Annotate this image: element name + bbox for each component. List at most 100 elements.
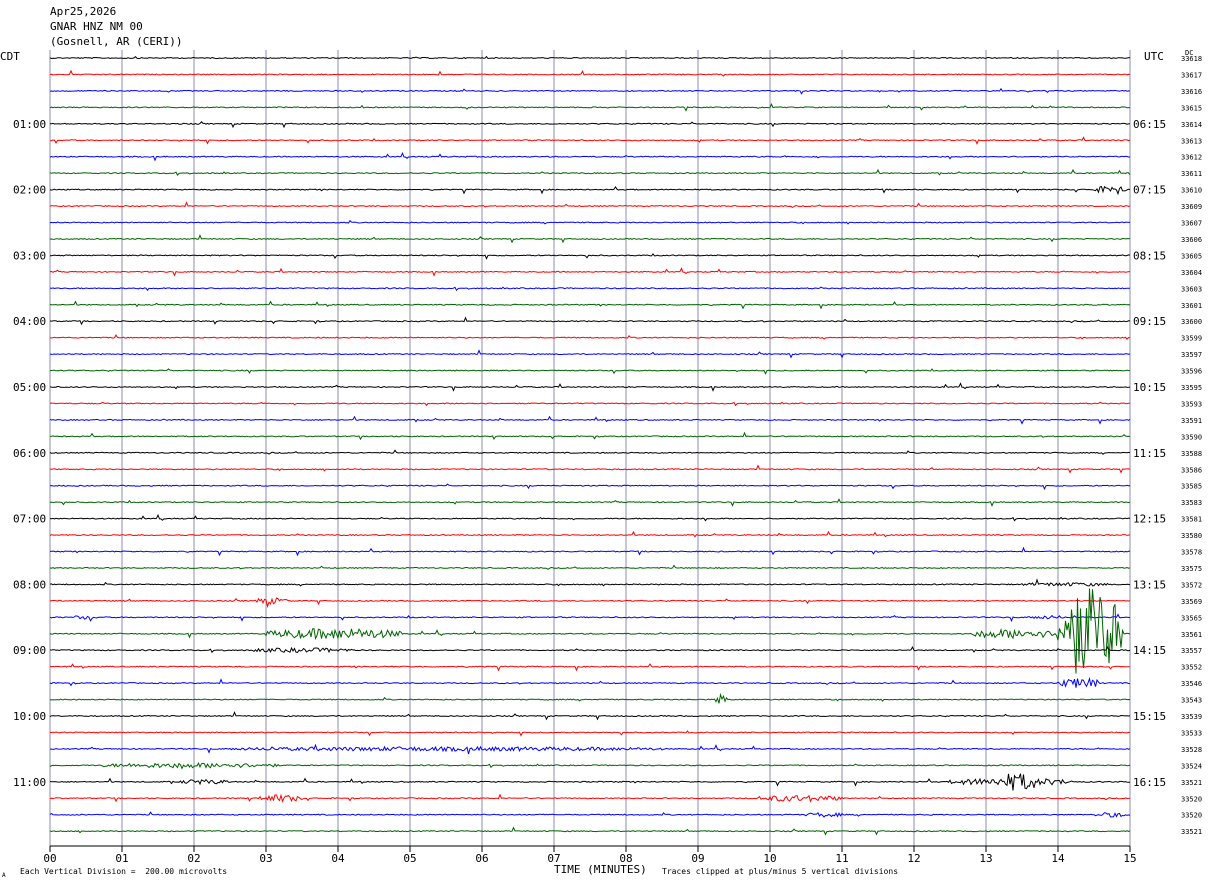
dc-offset-label: 33586 bbox=[1181, 466, 1202, 474]
dc-offset-label: 33591 bbox=[1181, 417, 1202, 425]
dc-offset-label: 33585 bbox=[1181, 483, 1202, 491]
x-tick-label: 08 bbox=[619, 852, 632, 865]
utc-hour-label: 08:15 bbox=[1133, 249, 1166, 262]
cdt-hour-label: 06:00 bbox=[13, 447, 46, 460]
x-tick-label: 06 bbox=[475, 852, 488, 865]
seismic-trace bbox=[49, 368, 1131, 375]
clip-note: Traces clipped at plus/minus 5 vertical … bbox=[662, 867, 899, 876]
seismic-trace bbox=[49, 382, 1131, 392]
scale-note: Each Vertical Division = 200.00 microvol… bbox=[20, 867, 228, 876]
x-axis-title: TIME (MINUTES) bbox=[554, 863, 647, 876]
x-tick-label: 09 bbox=[691, 852, 704, 865]
dc-offset-label: 33605 bbox=[1181, 252, 1202, 260]
x-tick-label: 05 bbox=[403, 852, 416, 865]
cdt-axis-title: CDT bbox=[0, 50, 20, 63]
cdt-hour-label: 03:00 bbox=[13, 249, 46, 262]
axis-labels: 00 01 02 03 04 05 06 07 08 09 10 11 12 13 14 15 33618 336… bbox=[13, 55, 1202, 865]
dc-offset-label: 33617 bbox=[1181, 71, 1202, 79]
seismic-trace bbox=[49, 513, 1131, 522]
seismic-trace bbox=[49, 826, 1131, 836]
dc-offset-label: 33618 bbox=[1181, 55, 1202, 63]
utc-hour-label: 09:15 bbox=[1133, 315, 1166, 328]
utc-hour-label: 07:15 bbox=[1133, 184, 1166, 197]
seismic-trace bbox=[49, 730, 1131, 737]
dc-offset-label: 33521 bbox=[1181, 779, 1202, 787]
dc-offset-label: 33578 bbox=[1181, 549, 1202, 557]
dc-offset-label: 33611 bbox=[1181, 170, 1202, 178]
x-tick-label: 10 bbox=[763, 852, 776, 865]
seismic-trace bbox=[49, 588, 1131, 674]
dc-offset-label: 33524 bbox=[1181, 762, 1202, 770]
dc-offset-label: 33543 bbox=[1181, 697, 1202, 705]
dc-offset-label: 33596 bbox=[1181, 368, 1202, 376]
dc-offset-label: 33546 bbox=[1181, 680, 1202, 688]
seismic-trace bbox=[49, 185, 1131, 196]
dc-offset-label: 33575 bbox=[1181, 565, 1202, 573]
seismic-trace bbox=[49, 168, 1131, 176]
seismic-trace bbox=[49, 102, 1131, 112]
dc-offset-label: 33565 bbox=[1181, 614, 1202, 622]
seismic-trace bbox=[49, 401, 1131, 407]
dc-offset-label: 33552 bbox=[1181, 664, 1202, 672]
utc-hour-label: 12:15 bbox=[1133, 513, 1166, 526]
seismic-trace bbox=[49, 676, 1131, 688]
seismic-trace bbox=[49, 267, 1131, 277]
seismic-trace bbox=[49, 316, 1131, 326]
cdt-hour-label: 10:00 bbox=[13, 710, 46, 723]
seismic-trace bbox=[50, 253, 1131, 260]
cdt-hour-label: 07:00 bbox=[13, 513, 46, 526]
seismic-trace bbox=[49, 793, 1131, 803]
seismic-trace bbox=[49, 464, 1131, 474]
dc-offset-label: 33615 bbox=[1181, 104, 1202, 112]
dc-offset-label: 33539 bbox=[1181, 713, 1202, 721]
seismic-trace bbox=[49, 87, 1131, 95]
seismic-trace bbox=[49, 646, 1131, 654]
seismic-trace bbox=[49, 121, 1131, 129]
dc-offset-label: 33612 bbox=[1181, 154, 1202, 162]
dc-offset-label: 33580 bbox=[1181, 532, 1202, 540]
seismic-trace bbox=[49, 530, 1131, 538]
x-tick-label: 12 bbox=[907, 852, 920, 865]
seismic-trace bbox=[49, 300, 1131, 310]
dc-offset-label: 33593 bbox=[1181, 400, 1202, 408]
header-station: GNAR HNZ NM 00 bbox=[50, 20, 143, 33]
utc-hour-label: 11:15 bbox=[1133, 447, 1166, 460]
seismic-trace bbox=[49, 69, 1131, 77]
x-tick-label: 11 bbox=[835, 852, 848, 865]
cdt-hour-label: 11:00 bbox=[13, 776, 46, 789]
seismic-trace bbox=[49, 663, 1131, 672]
seismic-trace bbox=[49, 286, 1131, 292]
dc-offset-label: 33606 bbox=[1181, 236, 1202, 244]
dc-axis-title: DC bbox=[1185, 49, 1194, 57]
utc-hour-label: 13:15 bbox=[1133, 578, 1166, 591]
utc-hour-label: 06:15 bbox=[1133, 118, 1166, 131]
utc-hour-label: 14:15 bbox=[1133, 644, 1166, 657]
seismic-trace bbox=[49, 136, 1131, 145]
x-tick-label: 13 bbox=[979, 852, 992, 865]
cdt-hour-label: 01:00 bbox=[13, 118, 46, 131]
cdt-hour-label: 09:00 bbox=[13, 644, 46, 657]
dc-offset-label: 33614 bbox=[1181, 121, 1202, 129]
seismic-trace bbox=[49, 219, 1131, 225]
seismic-trace bbox=[49, 55, 1131, 60]
x-tick-label: 14 bbox=[1051, 852, 1065, 865]
seismic-trace bbox=[49, 349, 1131, 359]
x-tick-label: 07 bbox=[547, 852, 560, 865]
cdt-hour-label: 08:00 bbox=[13, 578, 46, 591]
seismic-traces bbox=[49, 55, 1131, 836]
x-tick-label: 03 bbox=[259, 852, 272, 865]
seismic-trace bbox=[49, 564, 1131, 570]
dc-offset-label: 33520 bbox=[1181, 812, 1202, 820]
seismic-trace bbox=[49, 483, 1131, 491]
dc-offset-label: 33520 bbox=[1181, 795, 1202, 803]
seismic-trace bbox=[49, 334, 1130, 340]
cdt-hour-label: 04:00 bbox=[13, 315, 46, 328]
dc-offset-label: 33616 bbox=[1181, 88, 1202, 96]
dc-offset-label: 33569 bbox=[1181, 598, 1202, 606]
corner-mark: A bbox=[2, 872, 6, 879]
cdt-hour-label: 02:00 bbox=[13, 184, 46, 197]
seismic-trace bbox=[49, 613, 1131, 623]
seismic-trace bbox=[49, 449, 1131, 455]
dc-offset-label: 33581 bbox=[1181, 516, 1202, 524]
